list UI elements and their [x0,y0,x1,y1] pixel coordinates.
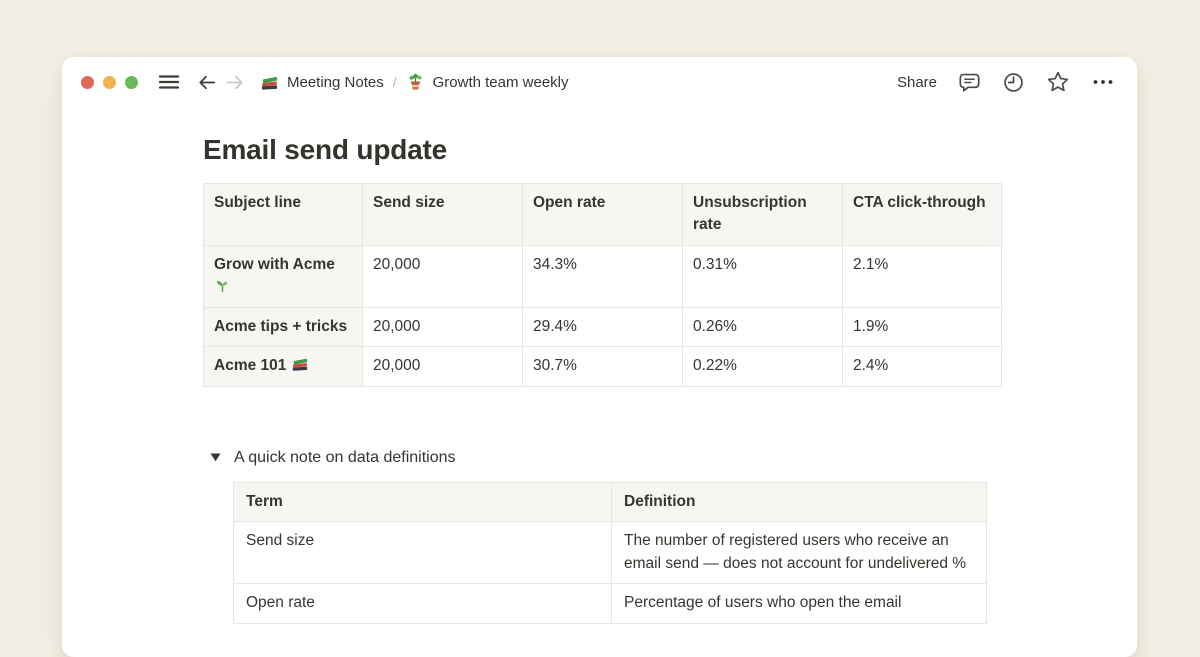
back-arrow-icon[interactable] [196,72,217,93]
header-cell-definition[interactable]: Definition [611,481,987,523]
cell-term[interactable]: Open rate [233,583,612,624]
cell-send-size[interactable]: 20,000 [362,306,523,348]
star-icon[interactable] [1046,70,1070,94]
cell-term[interactable]: Send size [233,521,612,585]
cell-cta[interactable]: 2.1% [842,244,1002,308]
table-row: Grow with Acme 20,000 34.3% 0.31% 2.1% [203,244,1002,308]
toggle-data-definitions[interactable]: A quick note on data definitions [203,449,1137,467]
definitions-table: Term Definition Send size The number of … [233,481,987,624]
zoom-window-button[interactable] [125,75,138,89]
header-cell-term[interactable]: Term [233,481,612,523]
app-window: Meeting Notes / Growth team weekly [62,57,1137,657]
page-title[interactable]: Email send update [203,134,447,165]
breadcrumb-item-meeting-notes[interactable]: Meeting Notes [260,73,384,92]
cell-subject[interactable]: Acme 101 [203,346,363,387]
share-button[interactable]: Share [896,73,937,91]
cell-send-size[interactable]: 20,000 [362,244,523,308]
cell-unsub-rate[interactable]: 0.22% [682,346,843,387]
table-header-row: Term Definition [233,481,987,523]
toggle-label: A quick note on data definitions [234,448,456,466]
breadcrumb: Meeting Notes / Growth team weekly [260,73,569,92]
cell-cta[interactable]: 1.9% [842,306,1002,348]
comment-icon[interactable] [958,71,981,94]
cell-open-rate[interactable]: 29.4% [522,306,683,348]
cell-subject[interactable]: Grow with Acme [203,244,363,308]
seedling-icon [214,277,231,294]
header-cell-subject-line[interactable]: Subject line [203,183,363,246]
books-icon [260,73,279,92]
books-icon [291,355,309,373]
table-row: Acme tips + tricks 20,000 29.4% 0.26% 1.… [203,306,1002,348]
breadcrumb-label: Meeting Notes [287,73,384,91]
cell-cta[interactable]: 2.4% [842,346,1002,387]
menu-icon[interactable] [158,72,180,92]
cell-send-size[interactable]: 20,000 [362,346,523,387]
cell-unsub-rate[interactable]: 0.31% [682,244,843,308]
cell-definition[interactable]: Percentage of users who open the email [611,583,987,624]
toggle-triangle-icon[interactable] [210,453,234,462]
more-icon[interactable] [1091,70,1115,94]
cell-open-rate[interactable]: 34.3% [522,244,683,308]
cell-definition[interactable]: The number of registered users who recei… [611,521,987,585]
table-header-row: Subject line Send size Open rate Unsubsc… [203,183,1002,246]
clock-icon[interactable] [1002,71,1025,94]
cell-unsub-rate[interactable]: 0.26% [682,306,843,348]
cell-subject[interactable]: Acme tips + tricks [203,306,363,348]
minimize-window-button[interactable] [103,75,116,89]
header-cell-open-rate[interactable]: Open rate [522,183,683,246]
topbar: Meeting Notes / Growth team weekly [62,57,1137,107]
table-row: Acme 101 20,000 30.7% 0.22% 2.4% [203,346,1002,387]
header-cell-send-size[interactable]: Send size [362,183,523,246]
traffic-lights [81,75,138,89]
table-row: Open rate Percentage of users who open t… [233,583,987,624]
breadcrumb-item-growth-team-weekly[interactable]: Growth team weekly [406,73,569,92]
breadcrumb-separator: / [392,74,397,90]
header-cell-unsubscription-rate[interactable]: Unsubscription rate [682,183,843,246]
header-cell-cta-click-through[interactable]: CTA click-through [842,183,1002,246]
close-window-button[interactable] [81,75,94,89]
cell-open-rate[interactable]: 30.7% [522,346,683,387]
forward-arrow-icon[interactable] [225,72,246,93]
topbar-actions: Share [897,70,1115,94]
potted-plant-icon [406,73,425,92]
breadcrumb-label: Growth team weekly [432,73,569,91]
email-metrics-table: Subject line Send size Open rate Unsubsc… [203,183,1002,387]
table-row: Send size The number of registered users… [233,521,987,585]
document-body: Email send update Subject line Send size… [62,132,1137,624]
